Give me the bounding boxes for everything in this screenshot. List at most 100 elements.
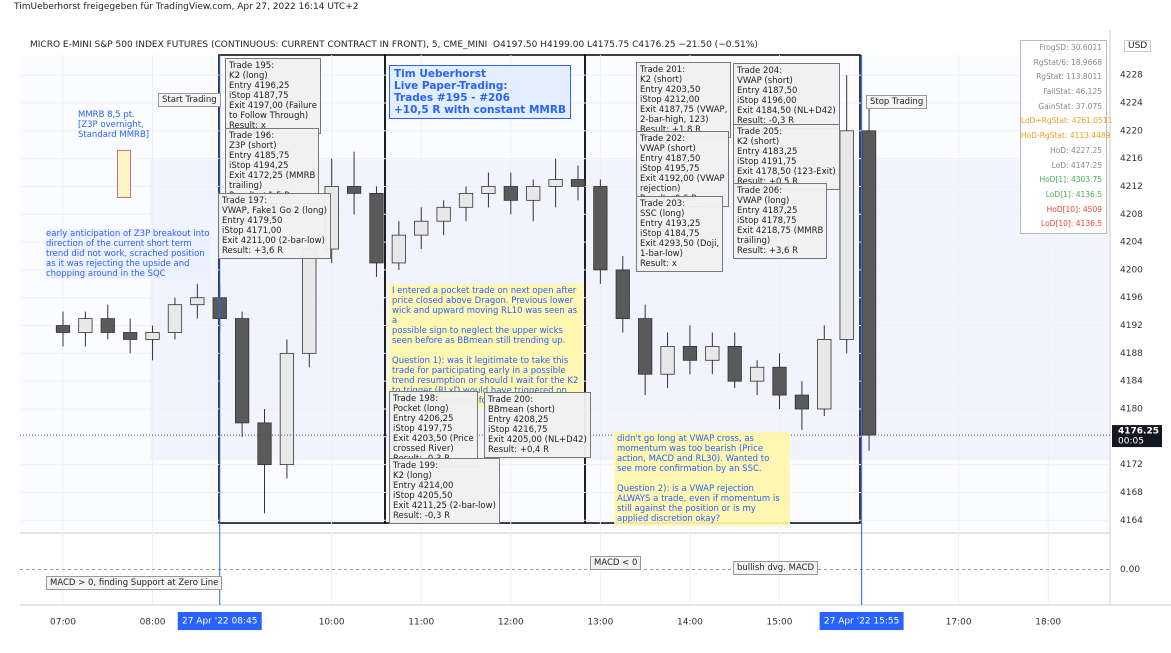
y-tick-label: 4220 (1120, 126, 1143, 136)
candle-body (414, 220, 429, 236)
annotation: Stop Trading (866, 95, 928, 109)
x-tick-label: 11:00 (408, 618, 434, 628)
marker-label-bg (819, 612, 904, 630)
currency[interactable]: USD (1124, 40, 1152, 52)
trade-box: Trade 196: Z3P (short) Entry 4185,75 iSt… (225, 128, 320, 204)
last-price: 4176.25 (1118, 427, 1159, 437)
trade-box: Trade 197: VWAP, Fake1 Go 2 (long) Entry… (218, 193, 331, 259)
candle-body (346, 186, 362, 194)
trade-box: Trade 198: Pocket (long) Entry 4206,25 i… (389, 391, 478, 467)
stat: LoD: 4147.25 (1051, 160, 1102, 170)
x-tick-label: 07:00 (50, 618, 76, 628)
y-tick-label: 4168 (1120, 488, 1143, 498)
stat: FailStat: 46.125 (1043, 87, 1102, 97)
y-tick-label: 4188 (1120, 349, 1143, 359)
candle-body (391, 234, 406, 264)
symbol-line: MICRO E-MINI S&P 500 INDEX FUTURES (CONT… (30, 40, 758, 50)
candle-body (817, 339, 832, 410)
symbol: MICRO E-MINI S&P 500 INDEX FUTURES (CONT… (30, 40, 488, 50)
candle-body (458, 192, 474, 208)
last-price-bg (1112, 425, 1162, 448)
trade-box: Trade 200: BBmean (short) Entry 4208,25 … (484, 392, 591, 458)
candle-body (235, 318, 250, 424)
trade-box: Trade 201: K2 (short) Entry 4203,50 iSto… (636, 62, 732, 138)
y-tick-label: 4184 (1120, 377, 1143, 387)
stat: HoD: 4227.25 (1050, 145, 1102, 155)
candle-body (705, 345, 720, 361)
y-tick-label: 4212 (1120, 182, 1143, 192)
trade-box: Trade 203: SSC (long) Entry 4193,25 iSto… (636, 196, 724, 272)
annotation: MACD > 0, finding Support at Zero Line (46, 576, 223, 590)
x-tick-label: 12:00 (498, 618, 524, 628)
candle-body (682, 345, 698, 361)
trade-box: Trade 204: VWAP (short) Entry 4187,50 iS… (733, 63, 840, 129)
candle-body (190, 297, 205, 306)
annotation: Start Trading (158, 93, 221, 107)
trade-box: Trade 206: VWAP (long) Entry 4187,25 iSt… (733, 183, 828, 259)
marker-label: 27 Apr '22 08:45 (182, 617, 257, 627)
credit: TimUeberhorst freigegeben für TradingVie… (14, 2, 359, 12)
y-tick-label: 4204 (1120, 238, 1143, 248)
countdown: 00:05 (1118, 437, 1144, 447)
question-note: didn't go long at VWAP cross, as momentu… (614, 432, 790, 526)
question-note: I entered a pocket trade on next open af… (389, 284, 583, 408)
ohlc: O4197.50 H4199.00 L4175.75 C4176.25 −21.… (493, 40, 758, 50)
candle-body (861, 130, 877, 436)
candle-body (55, 325, 71, 333)
y-tick-label: 4196 (1120, 293, 1143, 303)
stat: GainStat: 37.075 (1038, 101, 1102, 111)
candle-body (302, 248, 317, 354)
stat: LoD[1]: 4136.5 (1045, 189, 1102, 199)
candle-body (570, 179, 586, 187)
x-tick-label: 10:00 (319, 618, 345, 628)
candle-body (369, 192, 384, 264)
candle-body (548, 179, 563, 187)
candle-body (794, 394, 810, 410)
candle-body (78, 318, 93, 333)
y-tick-label: 4228 (1120, 71, 1143, 81)
candle-body (481, 186, 496, 194)
stats-table: FrogSD: 30.6011 RgStat/6: 18.9668 RgStat: … (1020, 40, 1113, 234)
stat: FrogSD: 30.6011 (1039, 43, 1103, 52)
y-tick-label: 4224 (1120, 98, 1143, 108)
candle-body (772, 366, 787, 396)
x-tick-label: 18:00 (1035, 618, 1061, 628)
y-tick-label: 4200 (1120, 265, 1143, 275)
stat: HoD[1]: 4303.75 (1039, 175, 1102, 185)
marker-label: 27 Apr '22 15:55 (824, 617, 899, 627)
candle-body (279, 352, 295, 466)
candle-body (839, 130, 854, 340)
marker-label-bg (177, 612, 262, 630)
title-box: Tim Ueberhorst Live Paper-Trading: Trade… (389, 65, 571, 119)
annotation: bullish dvg. MACD (733, 561, 819, 575)
stat: RgStat/6: 18.9668 (1033, 57, 1102, 67)
y-tick-label: 4172 (1120, 460, 1143, 470)
y-tick-label: 4216 (1120, 154, 1143, 164)
x-tick-label: 08:00 (140, 618, 166, 628)
candle-body (436, 206, 451, 222)
stat: HoD-RgStat: 4113.4489 (1021, 131, 1111, 141)
candle-body (100, 318, 115, 333)
y-tick-label: 4180 (1120, 404, 1143, 414)
candle-body (727, 345, 742, 382)
candle-body (593, 186, 608, 271)
trade-box: Trade 199: K2 (long) Entry 4214,00 iStop… (389, 458, 500, 524)
x-tick-label: 17:00 (946, 618, 972, 628)
candle-body (257, 422, 272, 466)
stat: HoD[10]: 4509 (1046, 204, 1102, 214)
trade-box: Trade 195: K2 (long) Entry 4196,25 iStop… (225, 58, 321, 134)
y-tick-label: 4164 (1120, 516, 1143, 526)
stat: LoD[10]: 4136.5 (1041, 219, 1102, 229)
candle-body (123, 332, 138, 340)
macd-tick-label: 0.00 (1120, 565, 1140, 575)
mmrb-box (117, 150, 131, 198)
candle-body (660, 345, 675, 375)
candle-body (638, 318, 653, 375)
stat: LoD+RgStat: 4261.0511 (1021, 116, 1113, 126)
candle-body (615, 269, 630, 319)
y-tick-label: 4192 (1120, 321, 1143, 331)
y-tick-label: 4208 (1120, 210, 1143, 220)
x-tick-label: 15:00 (767, 618, 793, 628)
annotation: early anticipation of Z3P breakout into … (46, 229, 210, 279)
